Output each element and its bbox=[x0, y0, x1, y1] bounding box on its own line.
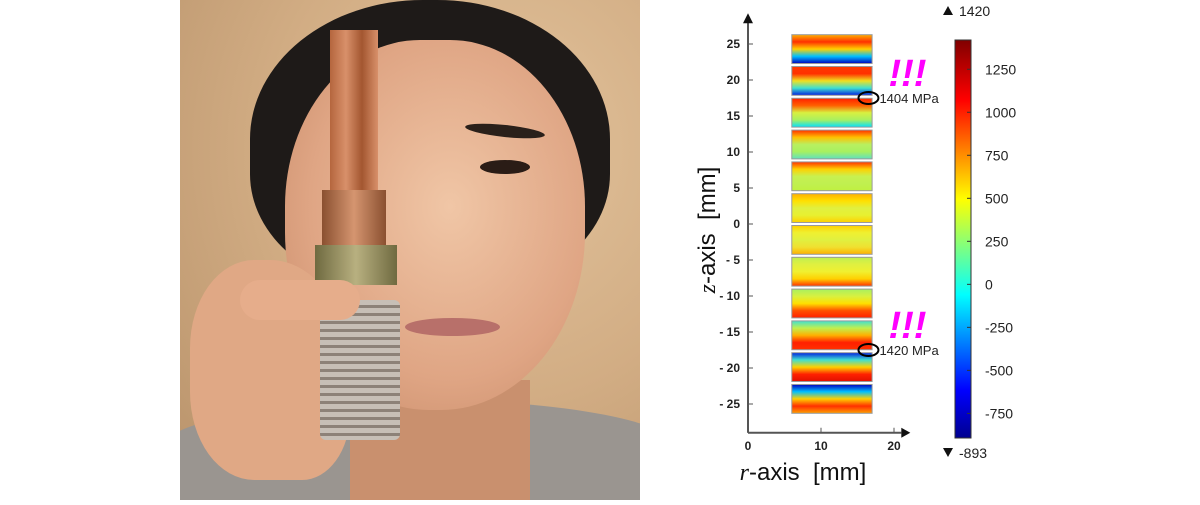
stress-chart: 25 20 15 10 5 0 - 5 - 10 - 15 - 20 - 25 0 10 20 1250 1… bbox=[694, 3, 1016, 486]
x-tick-label: 0 bbox=[745, 439, 752, 453]
x-axis-label-rest: -axis [mm] bbox=[749, 459, 866, 486]
stress-block bbox=[791, 288, 873, 319]
colorbar-tick-label: 250 bbox=[985, 233, 1009, 249]
person-holding-device-photo bbox=[180, 0, 640, 500]
stress-block bbox=[791, 161, 873, 192]
stress-block bbox=[791, 256, 873, 287]
stress-block bbox=[791, 193, 873, 223]
colorbar-tick-label: 1000 bbox=[985, 104, 1016, 120]
stress-value-label: 1420 MPa bbox=[879, 343, 939, 358]
x-tick-label: 10 bbox=[814, 439, 828, 453]
stress-block bbox=[791, 225, 873, 255]
y-tick-label: - 10 bbox=[719, 289, 740, 303]
stress-block bbox=[791, 352, 873, 383]
colorbar-tick-label: -250 bbox=[985, 319, 1013, 335]
y-axis-label: z-axis [mm] bbox=[694, 167, 721, 295]
y-tick-label: 20 bbox=[727, 73, 741, 87]
y-tick-label: 0 bbox=[733, 217, 740, 231]
colorbar-tick-label: 1250 bbox=[985, 61, 1016, 77]
stress-block bbox=[791, 129, 873, 160]
mouth bbox=[405, 318, 500, 336]
x-axis-label: r-axis [mm] bbox=[740, 459, 867, 486]
colorbar-tick-label: -750 bbox=[985, 405, 1013, 421]
x-tick-label: 20 bbox=[887, 439, 901, 453]
min-triangle-icon bbox=[943, 448, 953, 457]
exclamation-annotation: !!! bbox=[888, 53, 926, 95]
hotspot-marker bbox=[857, 91, 880, 105]
hotspot-marker bbox=[857, 343, 880, 357]
colorbar bbox=[954, 39, 972, 439]
colorbar-tick-label: -500 bbox=[985, 362, 1013, 378]
x-axis-arrow-icon bbox=[901, 427, 911, 438]
colorbar-tick-label: 0 bbox=[985, 276, 993, 292]
eye bbox=[480, 160, 530, 174]
y-tick-label: - 5 bbox=[726, 253, 740, 267]
device-top bbox=[322, 190, 386, 250]
stress-block bbox=[791, 384, 873, 414]
colorbar-max-label: 1420 bbox=[959, 3, 990, 19]
y-tick-label: 15 bbox=[727, 109, 741, 123]
exclamation-annotation: !!! bbox=[888, 305, 926, 347]
stress-plot: 25 20 15 10 5 0 - 5 - 10 - 15 - 20 - 25 0 10 20 1250 1… bbox=[640, 0, 1200, 500]
stress-block bbox=[791, 97, 873, 128]
stress-block bbox=[791, 66, 873, 96]
stress-block bbox=[791, 320, 873, 351]
stress-value-label: 1404 MPa bbox=[879, 91, 939, 106]
y-axis-arrow-icon bbox=[743, 13, 753, 24]
y-tick-label: - 15 bbox=[719, 325, 740, 339]
colorbar-tick-label: 750 bbox=[985, 147, 1009, 163]
y-tick-label: - 20 bbox=[719, 361, 740, 375]
fingers bbox=[240, 280, 360, 320]
y-tick-label: 5 bbox=[733, 181, 740, 195]
y-tick-label: 25 bbox=[727, 37, 741, 51]
y-axis-label-rest: -axis [mm] bbox=[694, 167, 721, 284]
x-axis-var: r bbox=[740, 460, 750, 486]
max-triangle-icon bbox=[943, 6, 953, 15]
y-axis-var: z bbox=[695, 283, 721, 294]
stress-block bbox=[791, 34, 873, 64]
y-tick-label: - 25 bbox=[719, 397, 740, 411]
colorbar-min-label: -893 bbox=[959, 445, 987, 461]
device-collar bbox=[315, 245, 397, 285]
y-tick-label: 10 bbox=[727, 145, 741, 159]
device-coil bbox=[320, 300, 400, 440]
colorbar-tick-label: 500 bbox=[985, 190, 1009, 206]
device-wires bbox=[330, 30, 378, 200]
